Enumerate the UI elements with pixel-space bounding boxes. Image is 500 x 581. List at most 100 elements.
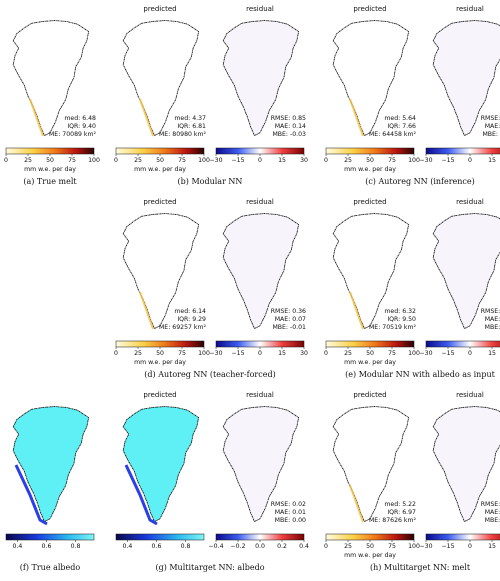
greenland-map: [12, 406, 90, 522]
colorbar: [115, 533, 205, 541]
map-title: predicted: [353, 198, 386, 206]
stat: MBE: -0.06: [482, 131, 500, 138]
map-title: predicted: [143, 198, 176, 206]
colorbar-tick-label: 15: [488, 350, 496, 357]
colorbar-tick-label: 100: [88, 157, 100, 164]
colorbar-tick-label: −30: [209, 157, 222, 164]
stat: MAE: 0.04: [485, 316, 500, 323]
stat: MBE: 0.00: [275, 517, 306, 524]
colorbar-tick-label: 0: [468, 350, 472, 357]
colorbar-tick-label: 75: [388, 350, 396, 357]
stat: RMSE: 0.20: [481, 308, 500, 315]
stat: MBE: 0.01: [485, 324, 500, 331]
colorbar: [325, 533, 415, 541]
colorbar-tick-label: 0: [468, 157, 472, 164]
stat: ME: 70519 km²: [369, 324, 417, 331]
map-title: predicted: [353, 391, 386, 399]
caption: (b) Modular NN: [178, 177, 243, 186]
colorbar-tick-label: 0.4: [299, 543, 309, 550]
colorbar: [425, 147, 500, 155]
stat: RMSE: 0.36: [271, 308, 306, 315]
colorbar-tick-label: 50: [156, 157, 164, 164]
melt-area: [139, 291, 154, 330]
colorbar-tick-label: 25: [134, 350, 142, 357]
caption: (d) Autoreg NN (teacher-forced): [144, 370, 275, 379]
stat: MAE: 0.01: [275, 509, 306, 516]
colorbar: [425, 533, 500, 541]
colorbar-tick-label: −30: [209, 350, 222, 357]
colorbar-tick-label: 100: [198, 157, 210, 164]
colorbar-tick-label: 50: [46, 157, 54, 164]
stat: MBE: 0.01: [485, 517, 500, 524]
colorbar: [5, 533, 95, 541]
stat: IQR: 7.66: [387, 123, 416, 130]
map-title: residual: [246, 198, 274, 206]
colorbar-tick-label: 75: [388, 543, 396, 550]
colorbar: [115, 340, 205, 348]
colorbar-tick-label: 30: [300, 350, 308, 357]
colorbar-tick-label: 0.2: [277, 543, 287, 550]
colorbar-tick-label: 30: [300, 157, 308, 164]
colorbar-tick-label: 15: [488, 543, 496, 550]
stat: ME: 87626 km²: [369, 517, 417, 524]
colorbar-tick-label: −30: [419, 543, 432, 550]
caption: (c) Autoreg NN (inference): [365, 177, 475, 186]
melt-area: [29, 98, 44, 137]
colorbar-tick-label: 15: [278, 350, 286, 357]
colorbar-tick-label: −30: [419, 350, 432, 357]
colorbar-tick-label: 0: [258, 350, 262, 357]
stat: med: 6.32: [384, 308, 416, 315]
colorbar-tick-label: 25: [344, 157, 352, 164]
colorbar-tick-label: 100: [198, 350, 210, 357]
stat: RMSE: 0.86: [481, 501, 500, 508]
colorbar-tick-label: 0: [324, 157, 328, 164]
stat: ME: 80980 km²: [159, 131, 207, 138]
colorbar-tick-label: 25: [24, 157, 32, 164]
colorbar-tick-label: 0: [4, 157, 8, 164]
colorbar-tick-label: −15: [231, 157, 244, 164]
stat: IQR: 6.81: [177, 123, 206, 130]
colorbar-tick-label: −15: [441, 543, 454, 550]
stat: med: 4.37: [174, 115, 206, 122]
stat: RMSE: 0.85: [271, 115, 306, 122]
colorbar-unit: mm w.e. per day: [134, 166, 186, 173]
stat: med: 6.48: [64, 115, 96, 122]
colorbar-tick-label: −15: [441, 157, 454, 164]
panel: 0.4 0.6 0.8 (f) True albedo: [5, 406, 95, 572]
colorbar: [115, 147, 205, 155]
map-title: residual: [456, 198, 484, 206]
colorbar: [325, 340, 415, 348]
stat: RMSE: 0.98: [481, 115, 500, 122]
colorbar-tick-label: 0: [258, 157, 262, 164]
map-title: predicted: [143, 391, 176, 399]
caption: (f) True albedo: [20, 563, 81, 572]
map-title: predicted: [353, 5, 386, 13]
map-title: residual: [456, 391, 484, 399]
colorbar-tick-label: 100: [408, 543, 420, 550]
greenland-map: [122, 406, 200, 522]
caption: (g) Multitarget NN: albedo: [155, 563, 264, 572]
stat: IQR: 9.40: [67, 123, 96, 130]
colorbar-tick-label: −30: [419, 157, 432, 164]
caption: (a) True melt: [23, 177, 77, 186]
colorbar-tick-label: 0.4: [123, 543, 133, 550]
stat: MBE: -0.01: [272, 324, 306, 331]
colorbar-tick-label: 0: [114, 157, 118, 164]
stat: ME: 69257 km²: [159, 324, 207, 331]
stat: MAE: 0.14: [275, 123, 306, 130]
colorbar-unit: mm w.e. per day: [344, 166, 396, 173]
colorbar-tick-label: 0: [324, 350, 328, 357]
colorbar-tick-label: 100: [408, 157, 420, 164]
colorbar: [215, 533, 305, 541]
stat: IQR: 9.29: [177, 316, 206, 323]
colorbar-tick-label: 0.4: [13, 543, 23, 550]
colorbar-tick-label: 100: [408, 350, 420, 357]
colorbar-tick-label: 75: [388, 157, 396, 164]
map-title: residual: [456, 5, 484, 13]
colorbar: [5, 147, 95, 155]
colorbar-unit: mm w.e. per day: [24, 166, 76, 173]
